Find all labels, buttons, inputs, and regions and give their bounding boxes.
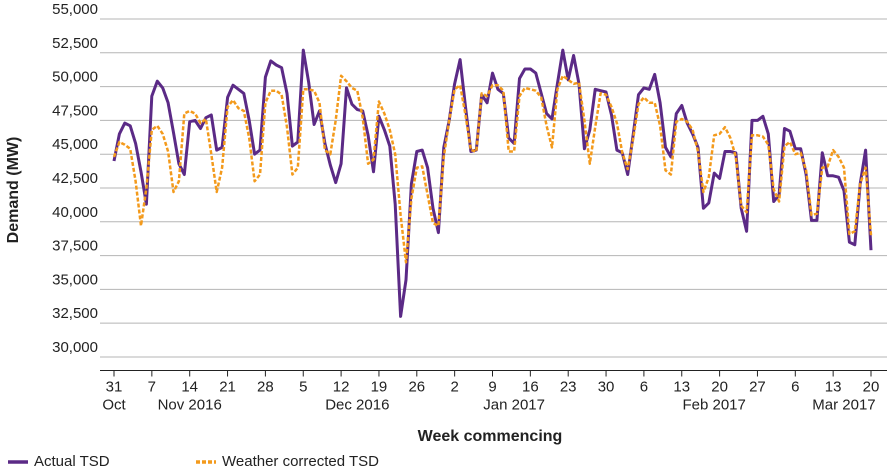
y-tick-label: 52,500 bbox=[52, 35, 98, 52]
y-tick-label: 37,500 bbox=[52, 238, 98, 255]
x-tick-label: 6 bbox=[640, 378, 648, 395]
x-tick-label: 31 bbox=[106, 378, 123, 395]
x-tick-label: 7 bbox=[148, 378, 156, 395]
x-tick-label: 5 bbox=[299, 378, 307, 395]
y-tick-label: 40,000 bbox=[52, 204, 98, 221]
series-line bbox=[112, 48, 873, 318]
y-tick-label: 47,500 bbox=[52, 102, 98, 119]
x-group-label: Oct bbox=[102, 396, 126, 413]
x-tick-label: 12 bbox=[333, 378, 350, 395]
y-tick-label: 50,000 bbox=[52, 69, 98, 86]
y-tick-label: 42,500 bbox=[52, 170, 98, 187]
x-tick-label: 2 bbox=[450, 378, 458, 395]
x-tick-label: 14 bbox=[181, 378, 198, 395]
x-axis-title: Week commencing bbox=[418, 428, 563, 445]
series-line bbox=[112, 74, 873, 264]
x-tick-label: 26 bbox=[408, 378, 425, 395]
legend-label: Weather corrected TSD bbox=[222, 453, 379, 470]
x-tick-label: 21 bbox=[219, 378, 236, 395]
x-group-label: Jan 2017 bbox=[483, 396, 545, 413]
y-tick-label: 35,000 bbox=[52, 271, 98, 288]
y-axis-title: Demand (MW) bbox=[5, 137, 22, 244]
x-tick-label: 9 bbox=[488, 378, 496, 395]
y-tick-label: 30,000 bbox=[52, 339, 98, 356]
y-tick-label: 55,000 bbox=[52, 1, 98, 18]
x-tick-label: 20 bbox=[863, 378, 880, 395]
x-group-label: Dec 2016 bbox=[325, 396, 389, 413]
y-tick-label: 45,000 bbox=[52, 136, 98, 153]
x-tick-label: 16 bbox=[522, 378, 539, 395]
x-tick-label: 13 bbox=[825, 378, 842, 395]
x-tick-label: 27 bbox=[749, 378, 766, 395]
x-tick-label: 6 bbox=[791, 378, 799, 395]
x-tick-label: 28 bbox=[257, 378, 274, 395]
x-group-label: Nov 2016 bbox=[158, 396, 222, 413]
x-tick-label: 13 bbox=[673, 378, 690, 395]
x-tick-label: 23 bbox=[560, 378, 577, 395]
y-tick-label: 32,500 bbox=[52, 305, 98, 322]
x-tick-label: 19 bbox=[371, 378, 388, 395]
x-group-label: Feb 2017 bbox=[682, 396, 745, 413]
x-group-label: Mar 2017 bbox=[812, 396, 875, 413]
legend-label: Actual TSD bbox=[34, 453, 110, 470]
x-tick-label: 20 bbox=[711, 378, 728, 395]
x-tick-label: 30 bbox=[598, 378, 615, 395]
